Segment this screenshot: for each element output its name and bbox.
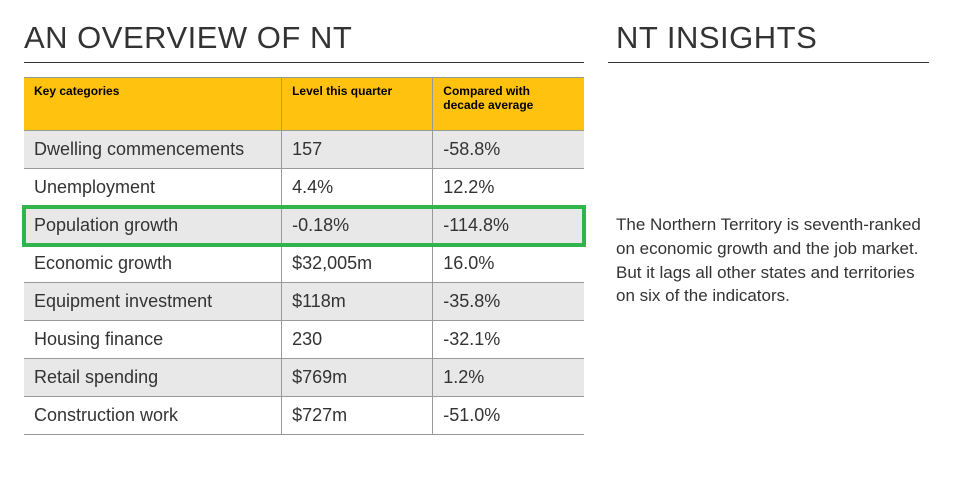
cell-level: 157 [282, 131, 433, 169]
table-row: Construction work $727m -51.0% [24, 397, 584, 435]
cell-compared: 16.0% [433, 245, 584, 283]
cell-category: Equipment investment [24, 283, 282, 321]
cell-compared: -35.8% [433, 283, 584, 321]
table-header-row: Key categories Level this quarter Compar… [24, 78, 584, 131]
table-row-highlighted: Population growth -0.18% -114.8% [24, 207, 584, 245]
overview-heading: AN OVERVIEW OF NT [24, 20, 584, 63]
table-row: Dwelling commencements 157 -58.8% [24, 131, 584, 169]
cell-level: $32,005m [282, 245, 433, 283]
table-row: Unemployment 4.4% 12.2% [24, 169, 584, 207]
cell-level: -0.18% [282, 207, 433, 245]
cell-level: 230 [282, 321, 433, 359]
table-row: Equipment investment $118m -35.8% [24, 283, 584, 321]
cell-level: $769m [282, 359, 433, 397]
cell-category: Economic growth [24, 245, 282, 283]
table-row: Housing finance 230 -32.1% [24, 321, 584, 359]
cell-category: Unemployment [24, 169, 282, 207]
table-row: Retail spending $769m 1.2% [24, 359, 584, 397]
col-header-categories: Key categories [24, 78, 282, 131]
cell-level: 4.4% [282, 169, 433, 207]
cell-compared: 1.2% [433, 359, 584, 397]
cell-compared: -114.8% [433, 207, 584, 245]
cell-category: Dwelling commencements [24, 131, 282, 169]
cell-category: Housing finance [24, 321, 282, 359]
cell-compared: -51.0% [433, 397, 584, 435]
cell-level: $727m [282, 397, 433, 435]
insights-section: NT INSIGHTS The Northern Territory is se… [608, 20, 929, 435]
table-row: Economic growth $32,005m 16.0% [24, 245, 584, 283]
cell-category: Construction work [24, 397, 282, 435]
cell-category: Retail spending [24, 359, 282, 397]
cell-category: Population growth [24, 207, 282, 245]
col-header-level: Level this quarter [282, 78, 433, 131]
overview-table: Key categories Level this quarter Compar… [24, 77, 584, 435]
overview-section: AN OVERVIEW OF NT Key categories Level t… [24, 20, 584, 435]
col-header-compared: Compared with decade average [433, 78, 584, 131]
insights-text: The Northern Territory is seventh-ranked… [608, 213, 929, 308]
cell-compared: -58.8% [433, 131, 584, 169]
cell-compared: 12.2% [433, 169, 584, 207]
table-body: Dwelling commencements 157 -58.8% Unempl… [24, 131, 584, 435]
insights-heading: NT INSIGHTS [608, 20, 929, 63]
cell-level: $118m [282, 283, 433, 321]
cell-compared: -32.1% [433, 321, 584, 359]
page-container: AN OVERVIEW OF NT Key categories Level t… [24, 20, 929, 435]
